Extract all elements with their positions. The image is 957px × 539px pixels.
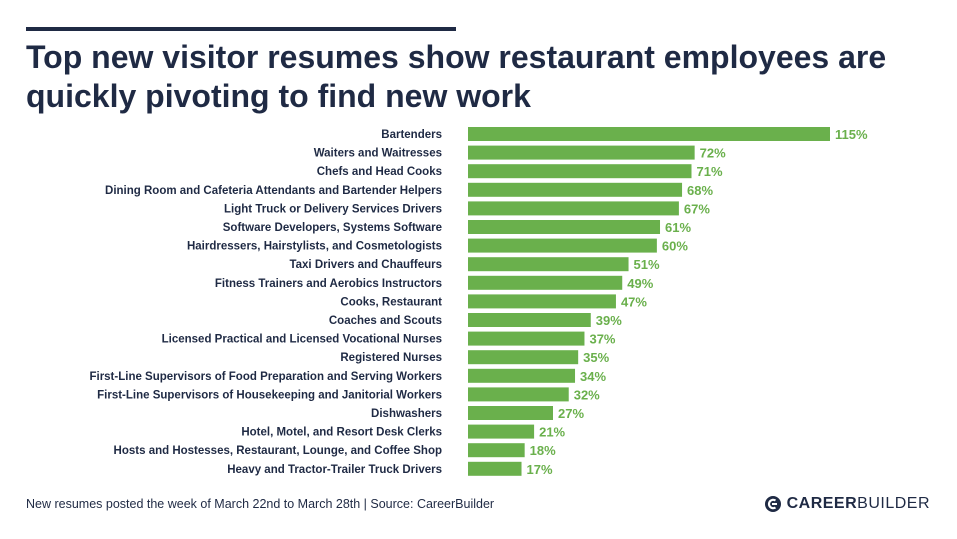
category-label: Registered Nurses [340,352,442,364]
bar [468,127,830,141]
bar [468,461,522,476]
value-label: 71% [696,164,722,179]
value-label: 51% [634,257,660,272]
category-label: Hotel, Motel, and Resort Desk Clerks [241,427,442,439]
bar [468,145,695,160]
bar [468,313,591,327]
value-label: 18% [530,443,556,458]
value-label: 61% [665,220,691,235]
value-label: 67% [684,201,710,216]
logo-text-career: CAREER [786,495,858,512]
category-label: Software Developers, Systems Software [223,222,442,234]
category-label: Dishwashers [371,408,442,420]
value-label: 17% [527,462,553,477]
bar [468,220,661,234]
value-label: 37% [589,332,615,347]
value-label: 68% [687,183,713,198]
value-label: 35% [583,350,609,365]
value-label: 72% [700,146,726,161]
bar [468,424,535,439]
value-label: 39% [596,313,622,328]
value-label: 27% [558,406,584,421]
category-label: Light Truck or Delivery Services Drivers [224,203,442,215]
value-label: 34% [580,369,606,384]
careerbuilder-logo: CAREER BUILDER [764,492,930,516]
title-rule [26,27,456,31]
bar [468,182,683,197]
logo-text-builder: BUILDER [857,495,930,512]
category-label: Hairdressers, Hairstylists, and Cosmetol… [187,241,442,253]
bar [468,294,616,309]
category-label: First-Line Supervisors of Food Preparati… [89,371,442,383]
category-label: Chefs and Head Cooks [317,166,442,178]
bar [468,275,623,290]
bar [468,164,692,179]
bar [468,201,679,216]
bar [468,238,657,253]
category-label: Waiters and Waitresses [314,148,442,160]
value-label: 21% [539,425,565,440]
value-label: 47% [621,294,647,309]
source-note: New resumes posted the week of March 22n… [26,497,495,511]
category-label: Coaches and Scouts [329,315,442,327]
bar [468,331,585,346]
category-label: Taxi Drivers and Chauffeurs [289,259,442,271]
category-label: First-Line Supervisors of Housekeeping a… [97,389,442,401]
value-label: 49% [627,276,653,291]
value-label: 115% [835,127,868,142]
category-label: Fitness Trainers and Aerobics Instructor… [215,278,442,290]
category-label: Hosts and Hostesses, Restaurant, Lounge,… [114,445,442,457]
bar [468,406,553,420]
bar [468,257,629,272]
category-label: Dining Room and Cafeteria Attendants and… [105,185,442,197]
bar [468,443,525,458]
bar [468,350,579,365]
value-label: 32% [574,387,600,402]
bar [468,387,569,402]
careerbuilder-logo-icon [764,496,781,512]
category-label: Heavy and Tractor-Trailer Truck Drivers [227,464,442,476]
value-label: 60% [662,239,688,254]
category-label: Bartenders [381,129,442,141]
category-label: Cooks, Restaurant [340,296,442,308]
page-title: Top new visitor resumes show restaurant … [26,39,887,114]
category-label: Licensed Practical and Licensed Vocation… [162,334,442,346]
bar [468,368,576,383]
